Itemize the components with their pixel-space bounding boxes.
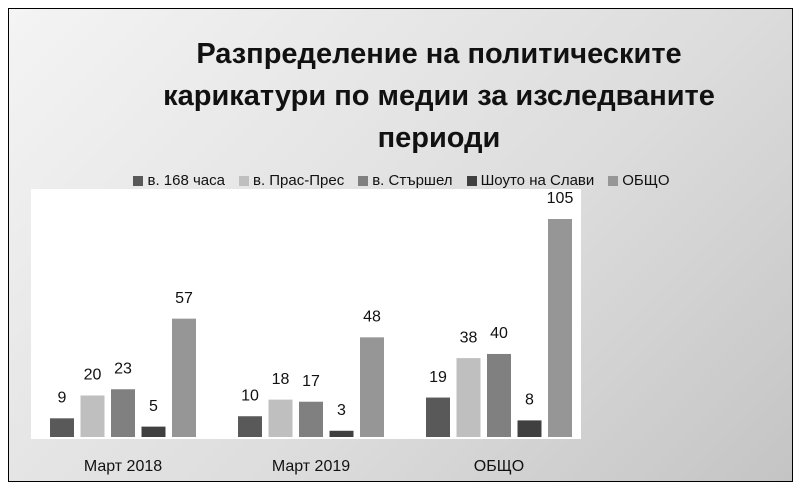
bar xyxy=(426,397,450,437)
x-tick-label: ОБЩО xyxy=(474,458,524,475)
bar xyxy=(517,420,542,437)
data-label: 20 xyxy=(84,367,102,384)
data-label: 57 xyxy=(175,290,193,307)
legend: в. 168 часа в. Прас-Прес в. Стършел Шоуто н… xyxy=(9,172,792,189)
x-tick-label: Март 2018 xyxy=(84,458,162,475)
legend-label: в. Прас-Прес xyxy=(252,172,345,189)
bar xyxy=(238,416,262,437)
bar xyxy=(172,318,196,437)
data-label: 38 xyxy=(460,329,478,346)
bar xyxy=(487,353,511,437)
chart-frame: Разпределение на политическите карикатур… xyxy=(8,8,793,482)
data-label: 17 xyxy=(302,373,320,390)
bar xyxy=(111,389,135,437)
bar xyxy=(141,426,166,437)
chart-title: Разпределение на политическите карикатур… xyxy=(163,38,715,154)
bar xyxy=(50,418,74,437)
legend-swatch xyxy=(133,175,144,186)
data-label: 10 xyxy=(241,387,259,404)
data-label: 48 xyxy=(363,309,381,326)
data-label: 23 xyxy=(114,360,132,377)
data-label: 105 xyxy=(547,190,574,207)
bar xyxy=(329,430,354,437)
legend-item: в. 168 часа xyxy=(133,172,225,189)
bar xyxy=(299,401,323,437)
legend-item: в. Прас-Прес xyxy=(238,172,345,189)
legend-label: в. Стършел xyxy=(372,172,453,189)
data-label: 40 xyxy=(490,325,508,342)
legend-swatch xyxy=(238,175,249,186)
data-label: 19 xyxy=(429,369,447,386)
legend-swatch xyxy=(466,175,477,186)
data-label: 5 xyxy=(149,398,158,415)
bar xyxy=(268,399,293,437)
data-label: 8 xyxy=(525,392,534,409)
data-label: 9 xyxy=(58,390,67,407)
legend-item: Шоуто на Слави xyxy=(466,172,595,189)
legend-label: Шоуто на Слави xyxy=(480,172,595,189)
legend-swatch xyxy=(358,175,369,186)
bar xyxy=(360,337,384,437)
data-label: 18 xyxy=(272,371,290,388)
legend-item: в. Стършел xyxy=(358,172,453,189)
bar xyxy=(548,219,572,437)
data-label: 3 xyxy=(337,402,346,419)
x-tick-label: Март 2019 xyxy=(272,458,350,475)
legend-label: в. 168 часа xyxy=(147,172,225,189)
legend-swatch xyxy=(608,175,619,186)
legend-item: ОБЩО xyxy=(608,172,670,189)
bar xyxy=(456,358,481,437)
legend-label: ОБЩО xyxy=(622,172,670,189)
bar xyxy=(80,395,105,437)
